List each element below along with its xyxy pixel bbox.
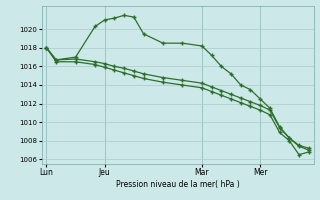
X-axis label: Pression niveau de la mer( hPa ): Pression niveau de la mer( hPa ) [116, 180, 239, 189]
